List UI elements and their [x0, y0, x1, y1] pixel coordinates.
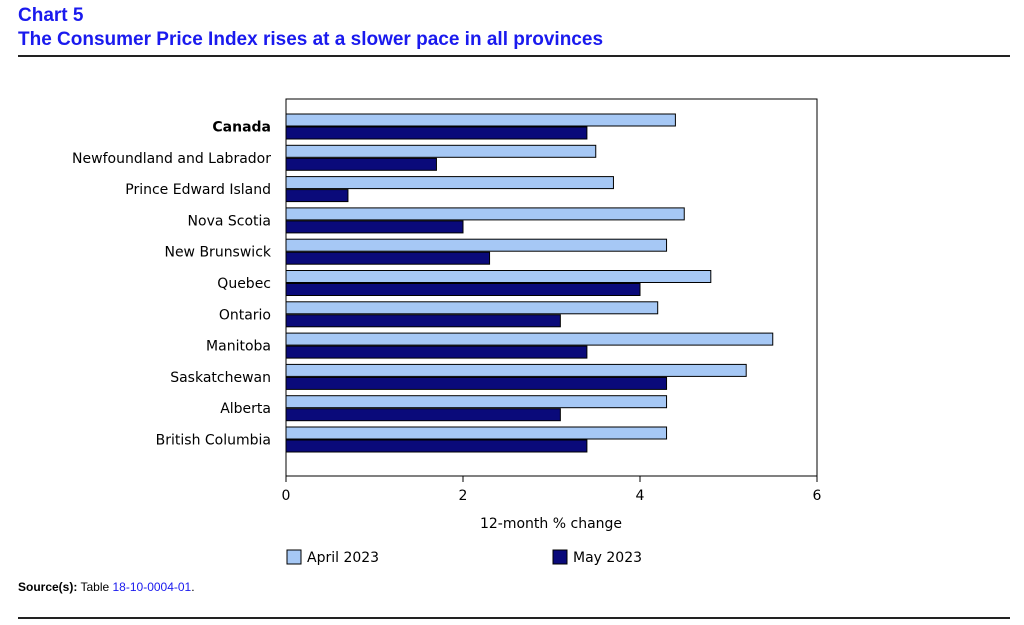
source-note: Source(s): Table 18-10-0004-01. — [18, 580, 195, 594]
plot-frame — [285, 98, 818, 477]
category-label: Newfoundland and Labrador — [72, 151, 271, 167]
bottom-divider — [18, 617, 1010, 619]
bar-may-2023 — [285, 251, 491, 265]
legend: April 2023 May 2023 — [286, 549, 642, 566]
bar-may-2023 — [285, 408, 561, 422]
bar-may-2023 — [285, 376, 668, 390]
bar-april-2023 — [285, 238, 668, 252]
chart-title: The Consumer Price Index rises at a slow… — [18, 29, 604, 50]
bar-may-2023 — [285, 189, 349, 203]
x-tick-label: 2 — [459, 488, 468, 504]
bar-may-2023 — [285, 283, 641, 296]
legend-swatch — [552, 549, 568, 565]
bar-april-2023 — [285, 301, 659, 315]
bar-may-2023 — [285, 126, 588, 140]
bar-april-2023 — [285, 332, 774, 346]
x-axis-label: 12-month % change — [480, 516, 622, 532]
bar-april-2023 — [285, 144, 597, 158]
bar-april-2023 — [285, 426, 668, 440]
bar-may-2023 — [285, 157, 437, 171]
bar-april-2023 — [285, 270, 712, 283]
bar-april-2023 — [285, 113, 676, 127]
category-label: New Brunswick — [164, 245, 271, 261]
category-label: Prince Edward Island — [125, 182, 271, 198]
source-trailing: . — [191, 580, 195, 594]
top-divider — [18, 55, 1010, 57]
chart-number: Chart 5 — [18, 5, 84, 26]
x-tick-label: 0 — [282, 488, 291, 504]
x-tick-label: 4 — [636, 488, 645, 504]
category-label: Canada — [212, 120, 271, 136]
bar-may-2023 — [285, 439, 588, 453]
legend-label: April 2023 — [307, 550, 379, 566]
category-label: Manitoba — [206, 339, 271, 355]
category-label: Nova Scotia — [188, 213, 271, 229]
category-labels: Canada Newfoundland and Labrador Prince Ed… — [72, 120, 272, 449]
x-tick-label: 6 — [813, 488, 822, 504]
bar-may-2023 — [285, 345, 588, 359]
bar-april-2023 — [285, 176, 614, 190]
legend-swatch — [286, 549, 302, 565]
source-table-link[interactable]: 18-10-0004-01 — [112, 580, 192, 594]
category-label: British Columbia — [156, 433, 271, 449]
bar-april-2023 — [285, 207, 685, 221]
category-label: Ontario — [219, 307, 271, 323]
source-label: Source(s): — [18, 580, 78, 594]
x-axis-ticks: 0 2 4 6 — [282, 476, 822, 504]
bar-april-2023 — [285, 395, 668, 409]
bar-may-2023 — [285, 314, 561, 328]
bars — [285, 113, 774, 453]
category-label: Alberta — [220, 401, 271, 417]
bar-may-2023 — [285, 220, 464, 234]
category-label: Quebec — [217, 276, 271, 292]
category-label: Saskatchewan — [170, 370, 271, 386]
bar-chart: Canada Newfoundland and Labrador Prince Ed… — [72, 98, 822, 566]
bar-april-2023 — [285, 363, 747, 377]
legend-label: May 2023 — [573, 550, 642, 566]
source-text: Table — [80, 580, 110, 594]
